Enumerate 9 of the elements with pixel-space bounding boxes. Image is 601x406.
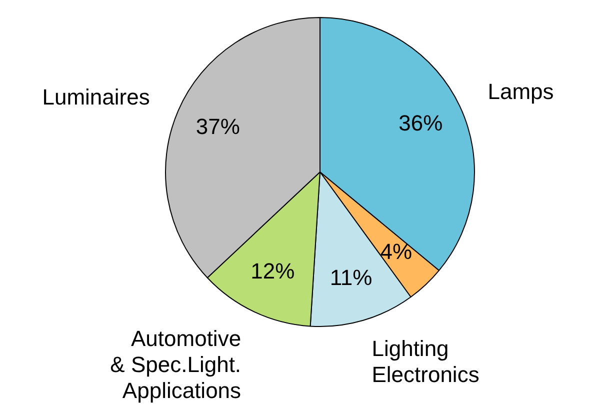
slice-label: Automotive & Spec.Light. Applications [110, 326, 242, 403]
slice-label: Luminaires [42, 84, 150, 110]
data-label: 11% [330, 264, 372, 290]
slice-label: Lighting Electronics [372, 336, 480, 388]
slice-label: Lamps [488, 79, 554, 104]
data-label: 36% [398, 110, 443, 136]
data-label: 12% [250, 258, 295, 284]
data-label: 4% [380, 239, 412, 264]
data-label: 37% [196, 114, 240, 139]
